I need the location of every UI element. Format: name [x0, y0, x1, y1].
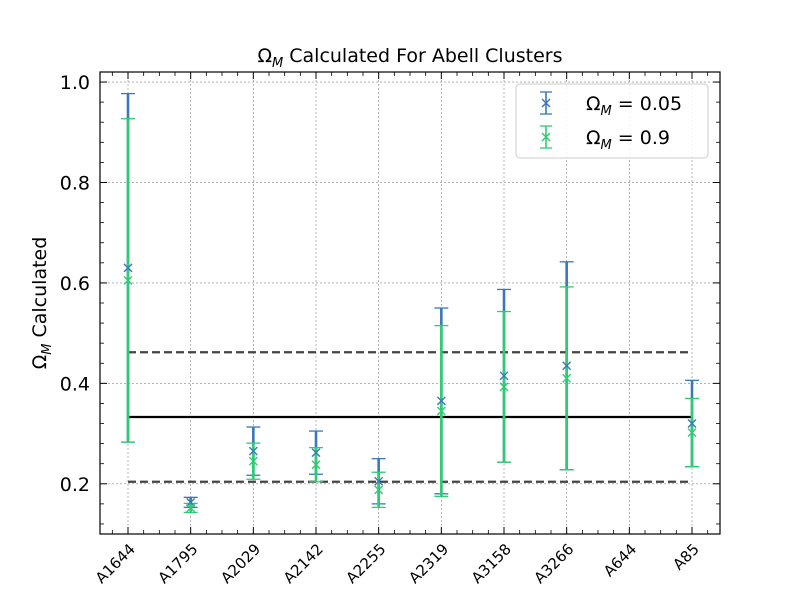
reference-lines: [128, 351, 692, 483]
x-tick-label: A2029: [217, 540, 264, 587]
legend-entry: ΩM = 0.9: [540, 125, 670, 153]
series-layer: [121, 92, 699, 514]
data-point-marker: [436, 406, 446, 416]
data-point-marker: [499, 382, 509, 392]
x-tick-label: A1795: [155, 540, 202, 587]
data-point: [687, 419, 697, 429]
data-point: [248, 456, 258, 466]
data-point-marker: [499, 371, 509, 381]
chart-title: ΩM Calculated For Abell Clusters: [257, 45, 562, 71]
series-markers-0: [123, 263, 697, 507]
legend-box: [515, 83, 709, 159]
data-point-marker: [123, 275, 133, 285]
data-point-marker: [687, 428, 697, 438]
data-point: [436, 396, 446, 406]
x-tick-label: A1644: [92, 540, 139, 587]
y-tick-label: 0.4: [60, 373, 90, 395]
y-tick-label: 0.2: [60, 474, 90, 496]
legend-label-symbol: Ω: [586, 127, 601, 149]
data-point: [541, 98, 551, 108]
data-point: [436, 406, 446, 416]
data-point: [562, 361, 572, 371]
data-point-marker: [311, 448, 321, 458]
data-point: [123, 263, 133, 273]
data-point: [687, 428, 697, 438]
data-point: [123, 275, 133, 285]
x-tick-label: A3158: [468, 540, 515, 587]
y-tick-label: 0.8: [60, 172, 90, 194]
y-tick-label: 0.6: [60, 273, 90, 295]
data-point: [374, 485, 384, 495]
y-axis-label: ΩM Calculated: [29, 237, 55, 370]
legend-label-subscript: M: [601, 104, 612, 119]
data-point: [499, 382, 509, 392]
data-point: [541, 132, 551, 142]
legend-label-rest: = 0.9: [612, 127, 670, 149]
y-tick-label: 1.0: [60, 72, 90, 94]
data-point-marker: [374, 476, 384, 486]
data-point: [562, 373, 572, 383]
data-point: [186, 503, 196, 513]
series-markers-1: [123, 275, 697, 513]
data-point-marker: [248, 446, 258, 456]
data-point: [311, 448, 321, 458]
data-point-marker: [541, 132, 551, 142]
data-point-marker: [687, 419, 697, 429]
legend-label: ΩM = 0.05: [586, 93, 682, 119]
data-point-marker: [374, 485, 384, 495]
data-point-marker: [562, 361, 572, 371]
data-point-marker: [123, 263, 133, 273]
data-point: [374, 476, 384, 486]
data-point-marker: [186, 503, 196, 513]
legend-label-rest: = 0.05: [612, 93, 682, 115]
x-tick-label: A85: [669, 540, 702, 573]
series-1: [121, 118, 699, 514]
x-tick-label: A644: [600, 540, 640, 580]
x-tick-label: A2142: [280, 540, 327, 587]
x-tick-label: A2319: [405, 540, 452, 587]
x-tick-label: A3266: [531, 540, 578, 587]
data-point-marker: [248, 456, 258, 466]
legend-label-subscript: M: [601, 138, 612, 153]
data-point: [311, 460, 321, 470]
data-point-marker: [562, 373, 572, 383]
data-point-marker: [311, 460, 321, 470]
data-point-marker: [541, 98, 551, 108]
legend-entry: ΩM = 0.05: [540, 91, 682, 119]
x-tick-label: A2255: [343, 540, 390, 587]
data-point-marker: [436, 396, 446, 406]
legend-label: ΩM = 0.9: [586, 127, 670, 153]
data-point: [499, 371, 509, 381]
legend-label-symbol: Ω: [586, 93, 601, 115]
data-point: [248, 446, 258, 456]
